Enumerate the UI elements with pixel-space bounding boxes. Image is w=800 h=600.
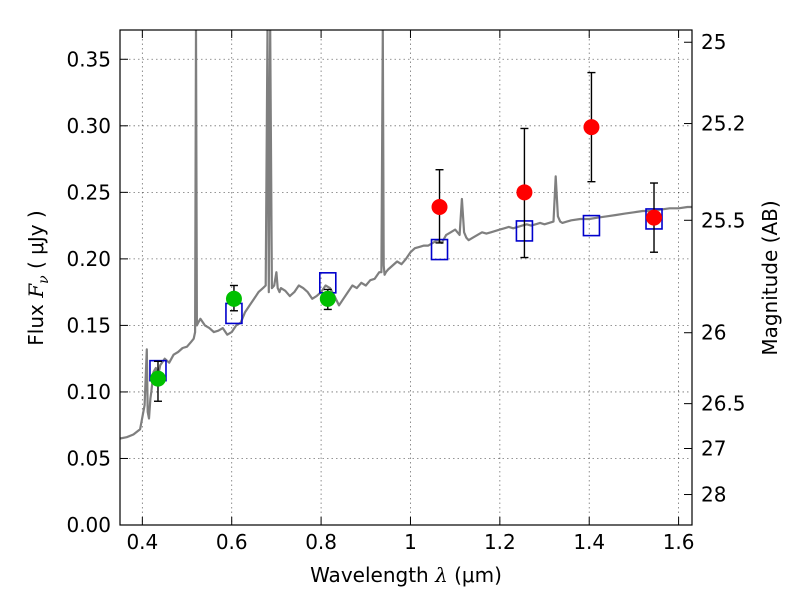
measurement-marker [583, 119, 600, 136]
plot-area [120, 30, 692, 440]
x-tick-label: 1.2 [484, 530, 516, 554]
axes: 0.4 0.6 0.8 1 1.2 1.4 1.6 0.00 0.05 0.10 0.15 0.20 0… [66, 30, 746, 554]
y-tick-label: 0.20 [66, 247, 111, 271]
measurement-marker [646, 209, 663, 226]
measurement-point [149, 360, 166, 402]
measurement-point [583, 71, 600, 183]
y2-tick-label: 26.5 [701, 392, 746, 416]
model-photometry-marker [582, 214, 601, 237]
measurement-point [646, 182, 663, 253]
y-tick-label: 0.15 [66, 313, 111, 337]
x-tick-label: 1.6 [663, 530, 695, 554]
y2-tick-label: 25 [701, 30, 726, 54]
y-axis-label: Flux Fν ( μJy ) [24, 210, 52, 345]
measurement-marker [516, 184, 533, 201]
measurement-marker [225, 290, 242, 307]
x-tick-label: 0.8 [305, 530, 337, 554]
x-tick-label: 0.4 [126, 530, 158, 554]
x-tick-label: 1.4 [573, 530, 605, 554]
measurement-marker [149, 370, 166, 387]
measurement-point [225, 284, 242, 312]
measurement-marker [431, 198, 448, 215]
grid [120, 30, 692, 526]
x-tick-label: 1 [404, 530, 417, 554]
y2-axis-label: Magnitude (AB) [758, 200, 782, 355]
y-tick-label: 0.10 [66, 380, 111, 404]
measurement-point [431, 169, 448, 244]
y2-tick-label: 26 [701, 321, 726, 345]
y2-tick-label: 28 [701, 483, 726, 507]
measurement-marker [319, 290, 336, 307]
y-tick-label: 0.35 [66, 47, 111, 71]
x-axis-label: Wavelength λ (μm) [310, 563, 502, 587]
spectrum-line [120, 30, 692, 440]
y2-tick-label: 25.5 [701, 208, 746, 232]
x-tick-label: 0.6 [216, 530, 248, 554]
measurement-point [319, 288, 336, 311]
y-tick-label: 0.05 [66, 446, 111, 470]
y-tick-label: 0.00 [66, 513, 111, 537]
measurement-point [516, 127, 533, 259]
plot-frame [119, 29, 693, 526]
y-tick-label: 0.25 [66, 180, 111, 204]
y2-tick-label: 27 [701, 436, 726, 460]
y2-tick-label: 25.2 [701, 112, 746, 136]
y-tick-label: 0.30 [66, 114, 111, 138]
